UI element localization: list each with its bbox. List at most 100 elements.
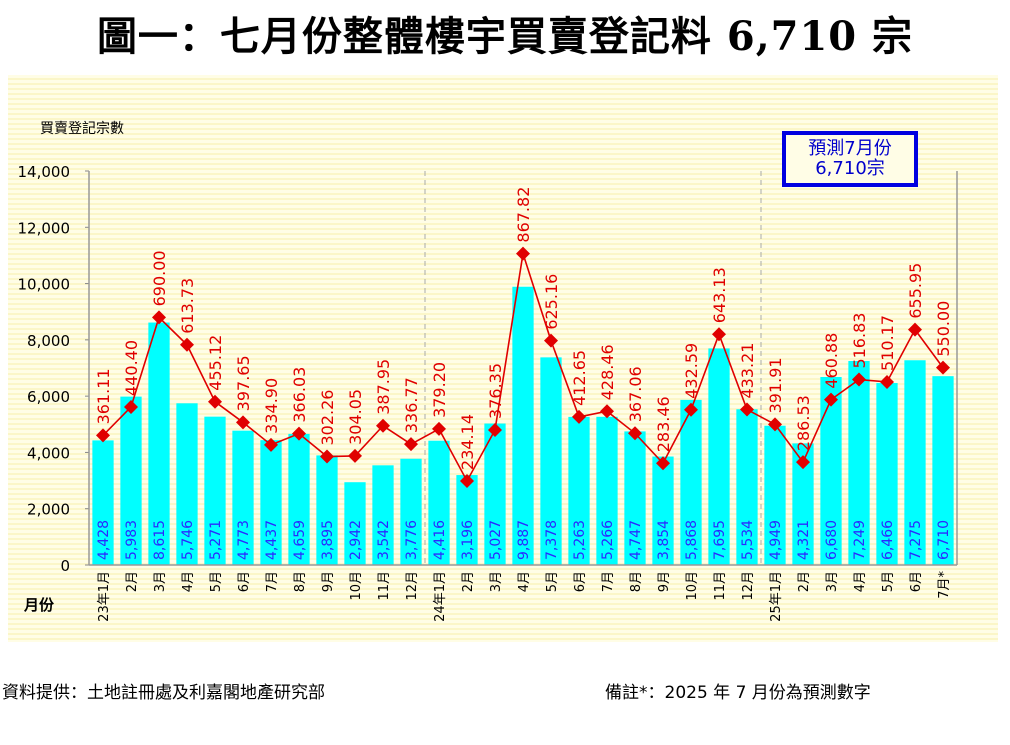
footnote: 備註*：2025 年 7 月份為預測數字 xyxy=(605,683,871,703)
bar-value-label: 5,266 xyxy=(600,520,616,560)
bar xyxy=(176,403,198,565)
bar xyxy=(148,322,170,565)
x-tick-label: 5月 xyxy=(545,571,560,592)
line-value-label: 336.77 xyxy=(402,377,421,433)
line-marker xyxy=(684,402,698,417)
line-value-label: 283.46 xyxy=(654,396,673,452)
line-value-label: 643.13 xyxy=(710,267,729,323)
line-marker xyxy=(516,246,530,261)
bar xyxy=(904,360,926,565)
bar-value-label: 5,027 xyxy=(488,520,504,560)
line-value-label: 455.12 xyxy=(206,335,225,391)
line-value-label: 367.06 xyxy=(626,366,645,422)
bar xyxy=(232,430,254,565)
bar-value-label: 3,854 xyxy=(656,520,672,560)
x-tick-label: 4月 xyxy=(181,571,196,592)
y-tick-label: 2,000 xyxy=(27,501,70,519)
y-tick-label: 14,000 xyxy=(18,163,71,181)
y-tick-label: 4,000 xyxy=(27,444,70,462)
line-value-label: 286.53 xyxy=(794,395,813,451)
line-marker xyxy=(208,394,222,409)
x-axis-label: 月份 xyxy=(23,596,55,614)
x-tick-label: 25年1月 xyxy=(769,571,784,622)
x-tick-label: 2月 xyxy=(125,571,140,592)
x-tick-label: 9月 xyxy=(321,571,336,592)
line-value-label: 302.26 xyxy=(318,390,337,446)
bar xyxy=(120,396,142,565)
bar-value-label: 4,773 xyxy=(236,520,252,560)
bar-value-label: 9,887 xyxy=(516,520,532,560)
bar xyxy=(512,286,534,565)
line-value-label: 391.91 xyxy=(766,357,785,413)
x-tick-label: 10月 xyxy=(685,571,700,601)
bar xyxy=(652,456,674,565)
x-tick-label: 9月 xyxy=(657,571,672,592)
line-marker xyxy=(264,437,278,452)
x-tick-label: 7月* xyxy=(937,571,952,599)
bar-value-label: 7,695 xyxy=(712,520,728,560)
y-tick-label: 8,000 xyxy=(27,332,70,350)
bar xyxy=(92,440,114,565)
bar xyxy=(848,360,870,565)
x-tick-label: 3月 xyxy=(489,571,504,592)
line-value-label: 613.73 xyxy=(178,278,197,334)
line-value-label: 387.95 xyxy=(374,359,393,415)
line-marker xyxy=(292,426,306,441)
bar xyxy=(400,458,422,565)
bar xyxy=(932,376,954,565)
bar-value-label: 4,428 xyxy=(96,520,112,560)
line-value-label: 655.95 xyxy=(906,263,925,319)
forecast-callout: 預測7月份 6,710宗 xyxy=(782,131,918,187)
line-marker xyxy=(712,327,726,342)
line-marker xyxy=(404,437,418,452)
bar-value-label: 5,868 xyxy=(684,520,700,560)
bar-value-label: 4,321 xyxy=(796,520,812,560)
line-marker xyxy=(152,310,166,325)
bar-value-label: 3,895 xyxy=(320,520,336,560)
bar xyxy=(624,431,646,565)
line-value-label: 550.00 xyxy=(934,301,953,357)
chart-svg: 買賣登記宗數 月份 0 2,000 4,000 6,000 8,000 10,000 12,… xyxy=(18,120,958,622)
bar xyxy=(568,416,590,565)
line-value-label: 440.40 xyxy=(122,340,141,396)
x-tick-label: 12月 xyxy=(405,571,420,601)
line-value-label: 428.46 xyxy=(598,344,617,400)
x-tick-label: 11月 xyxy=(713,571,728,601)
x-tick-label: 3月 xyxy=(825,571,840,592)
x-tick-label: 12月 xyxy=(741,571,756,601)
line-marker xyxy=(348,448,362,463)
x-tick-label: 3月 xyxy=(153,571,168,592)
bar-value-label: 4,949 xyxy=(768,520,784,560)
line-marker xyxy=(936,360,950,375)
line-value-label: 361.11 xyxy=(94,368,113,424)
bar-value-label: 7,378 xyxy=(544,520,560,560)
bar-value-label: 3,776 xyxy=(404,520,420,560)
x-tick-label: 5月 xyxy=(209,571,224,592)
line-value-label: 432.59 xyxy=(682,343,701,399)
callout-line1: 預測7月份 xyxy=(808,138,892,159)
x-tick-label: 23年1月 xyxy=(97,571,112,622)
line-marker xyxy=(768,417,782,432)
x-tick-label: 6月 xyxy=(909,571,924,592)
bar xyxy=(484,423,506,565)
line-marker xyxy=(628,426,642,441)
bar xyxy=(820,377,842,565)
line-value-label: 397.65 xyxy=(234,355,253,411)
chart-title: 圖一：七月份整體樓宇買賣登記料 6,710 宗 xyxy=(96,13,914,60)
x-tick-labels: 23年1月 2月 3月 4月 5月 6月 7月 8月 9月 10月 11月 12月 24年1月 2月 3月 4… xyxy=(97,571,952,622)
bar xyxy=(428,440,450,565)
bar-value-label: 7,275 xyxy=(908,520,924,560)
line-marker xyxy=(796,455,810,470)
y-tick-label: 0 xyxy=(60,557,70,575)
year-dividers xyxy=(424,171,762,565)
bar xyxy=(456,475,478,565)
bar-value-label: 6,466 xyxy=(880,520,896,560)
line-marker xyxy=(880,374,894,389)
line-marker xyxy=(460,473,474,488)
line-value-label: 379.20 xyxy=(430,362,449,418)
line-value-label: 376.35 xyxy=(486,363,505,419)
line-value-label: 334.90 xyxy=(262,378,281,434)
line-value-label: 366.03 xyxy=(290,367,309,423)
bar-value-label: 3,542 xyxy=(376,520,392,560)
line-marker xyxy=(740,402,754,417)
